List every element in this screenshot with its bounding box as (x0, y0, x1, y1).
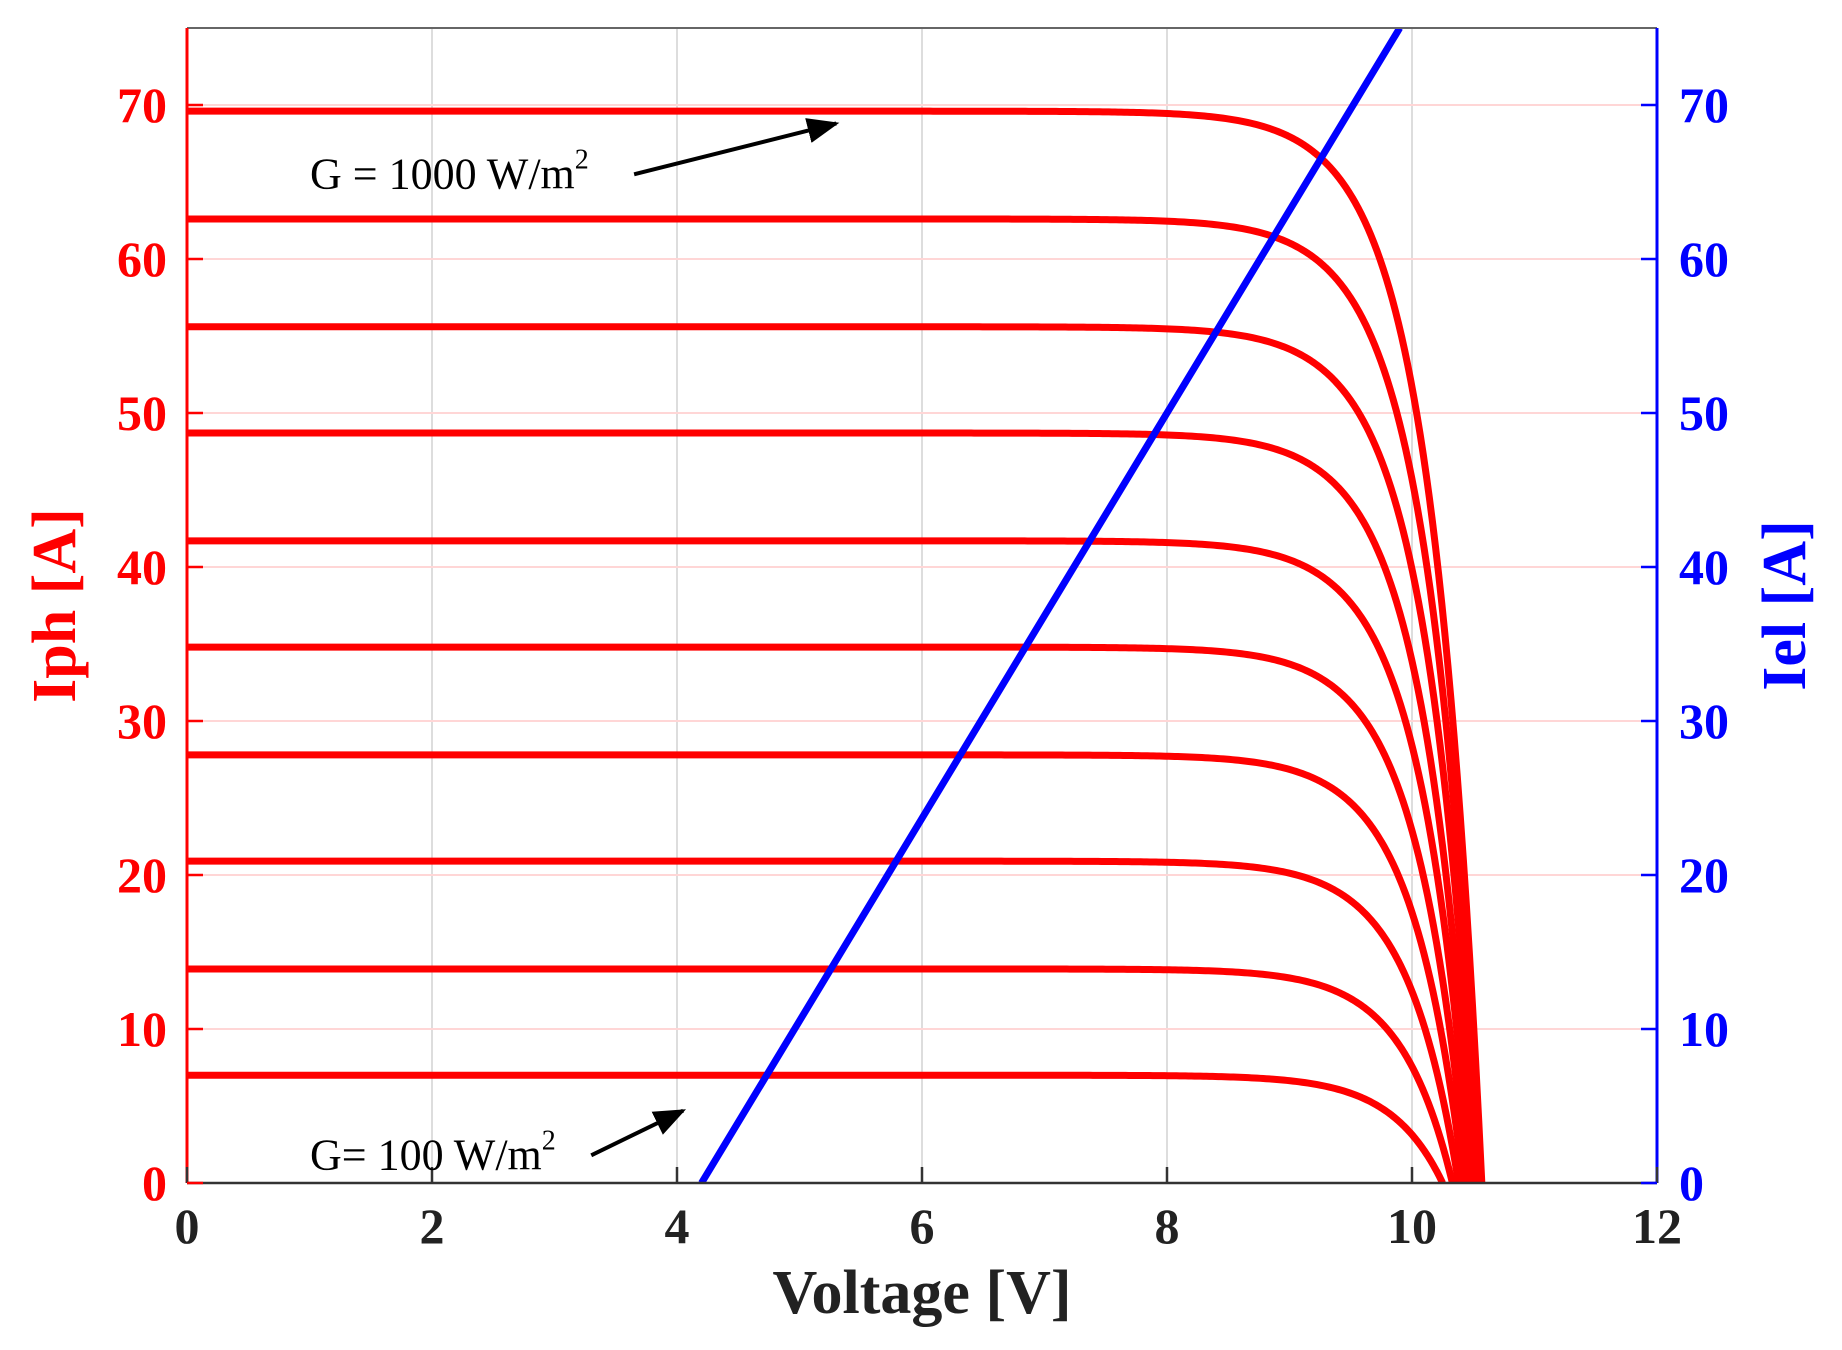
right-y-axis-title: Iel [A] (1751, 520, 1819, 690)
left-y-tick-label: 40 (117, 539, 167, 595)
x-axis-title: Voltage [V] (772, 1259, 1071, 1327)
left-y-tick-label: 60 (117, 231, 167, 287)
x-tick-label: 0 (175, 1198, 200, 1254)
annotations: G = 1000 W/m2 G= 100 W/m2 (310, 118, 840, 1179)
right-y-tick-label: 0 (1679, 1155, 1704, 1211)
pv-curve (187, 643, 1471, 1183)
annotation-arrow (590, 1108, 687, 1158)
x-tick-label: 4 (665, 1198, 690, 1254)
pv-curve (187, 965, 1456, 1183)
x-tick-label: 8 (1155, 1198, 1180, 1254)
pv-curve (187, 857, 1463, 1183)
left-y-axis-title: Iph [A] (21, 508, 89, 703)
plot-area (187, 28, 1486, 1183)
annotation-label: G = 1000 W/m2 (310, 144, 589, 198)
pv-curve (187, 215, 1483, 1183)
electrolyzer-line (698, 28, 1403, 1183)
right-y-tick-label: 60 (1679, 231, 1729, 287)
annotation-arrow (633, 118, 840, 177)
pv-curve (187, 107, 1486, 1183)
right-y-tick-label: 20 (1679, 847, 1729, 903)
right-y-tick-label: 50 (1679, 385, 1729, 441)
left-y-tick-label: 70 (117, 77, 167, 133)
right-y-tick-label: 70 (1679, 77, 1729, 133)
x-tick-label: 10 (1387, 1198, 1437, 1254)
pv-curve (187, 429, 1477, 1183)
x-tick-label: 12 (1632, 1198, 1682, 1254)
right-y-tick-label: 30 (1679, 693, 1729, 749)
right-y-tick-label: 40 (1679, 539, 1729, 595)
pv-curve (187, 751, 1467, 1183)
pv-curve (187, 323, 1481, 1183)
x-tick-label: 2 (420, 1198, 445, 1254)
pv-curve (187, 1071, 1446, 1183)
left-y-tick-label: 0 (142, 1155, 167, 1211)
right-y-tick-label: 10 (1679, 1001, 1729, 1057)
pv-curve (187, 537, 1475, 1183)
left-y-tick-label: 30 (117, 693, 167, 749)
annotation-label: G= 100 W/m2 (310, 1125, 556, 1179)
left-y-tick-label: 10 (117, 1001, 167, 1057)
x-tick-label: 6 (910, 1198, 935, 1254)
left-y-tick-label: 50 (117, 385, 167, 441)
left-y-tick-label: 20 (117, 847, 167, 903)
